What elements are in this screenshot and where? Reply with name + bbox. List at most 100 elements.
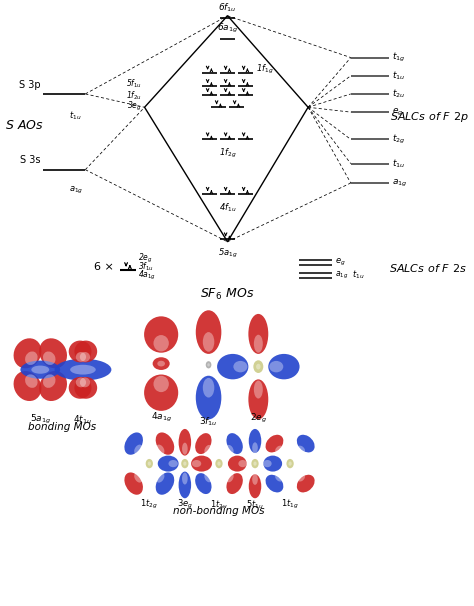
Ellipse shape <box>249 429 261 453</box>
Ellipse shape <box>215 459 223 468</box>
Ellipse shape <box>264 456 282 471</box>
Ellipse shape <box>196 376 221 419</box>
Text: $t_{1u}$: $t_{1u}$ <box>392 158 406 170</box>
Ellipse shape <box>158 456 179 471</box>
Text: 1$f_{1g}$: 1$f_{1g}$ <box>256 63 274 76</box>
Text: $e_g$: $e_g$ <box>335 257 345 268</box>
Ellipse shape <box>297 474 305 482</box>
Ellipse shape <box>256 364 261 370</box>
Ellipse shape <box>14 338 41 368</box>
Text: $1t_{2u}$: $1t_{2u}$ <box>210 498 228 511</box>
Ellipse shape <box>148 462 151 465</box>
Ellipse shape <box>74 377 97 399</box>
Ellipse shape <box>191 456 212 471</box>
Ellipse shape <box>192 460 201 467</box>
Text: $a_{1g}$: $a_{1g}$ <box>335 270 348 281</box>
Ellipse shape <box>207 363 210 367</box>
Ellipse shape <box>233 361 247 372</box>
Ellipse shape <box>76 378 86 387</box>
Ellipse shape <box>80 352 90 362</box>
Text: $SF_6$ $MOs$: $SF_6$ $MOs$ <box>201 287 255 302</box>
Text: $SALCs$ $of$ $F$ $2p$: $SALCs$ $of$ $F$ $2p$ <box>391 110 469 124</box>
Ellipse shape <box>182 442 188 454</box>
Ellipse shape <box>263 460 272 467</box>
Ellipse shape <box>80 378 90 387</box>
Ellipse shape <box>275 445 283 453</box>
Ellipse shape <box>69 377 91 399</box>
Text: $t_{1u}$: $t_{1u}$ <box>352 269 364 281</box>
Ellipse shape <box>74 341 97 362</box>
Text: $t_{2u}$: $t_{2u}$ <box>392 88 406 100</box>
Text: $SALCs$ $of$ $F$ $2s$: $SALCs$ $of$ $F$ $2s$ <box>389 262 467 275</box>
Ellipse shape <box>39 338 67 368</box>
Ellipse shape <box>195 473 211 494</box>
Ellipse shape <box>254 462 256 465</box>
Text: 1$f_{2g}$: 1$f_{2g}$ <box>219 147 236 160</box>
Ellipse shape <box>179 429 191 456</box>
Ellipse shape <box>268 354 300 379</box>
Ellipse shape <box>227 473 243 494</box>
Ellipse shape <box>25 375 37 388</box>
Text: 6$a_{1g}$: 6$a_{1g}$ <box>217 22 238 35</box>
Text: S 3p: S 3p <box>18 79 40 90</box>
Text: $1t_{1g}$: $1t_{1g}$ <box>281 498 299 511</box>
Ellipse shape <box>297 435 315 453</box>
Ellipse shape <box>204 473 212 482</box>
Text: 5$f_{1u}$: 5$f_{1u}$ <box>126 78 142 90</box>
Text: $t_{1u}$: $t_{1u}$ <box>69 109 81 122</box>
Ellipse shape <box>249 474 261 498</box>
Ellipse shape <box>76 352 86 362</box>
Ellipse shape <box>179 471 191 498</box>
Ellipse shape <box>206 361 211 368</box>
Text: 5$a_{1g}$: 5$a_{1g}$ <box>218 247 237 260</box>
Ellipse shape <box>144 375 178 411</box>
Ellipse shape <box>254 360 264 373</box>
Text: $1t_{2g}$: $1t_{2g}$ <box>140 498 158 511</box>
Ellipse shape <box>289 462 292 465</box>
Text: $a_{1g}$: $a_{1g}$ <box>392 178 408 188</box>
Text: $e_g$: $e_g$ <box>392 107 404 118</box>
Ellipse shape <box>265 435 283 453</box>
Ellipse shape <box>248 314 268 354</box>
Text: bonding MOs: bonding MOs <box>27 422 96 433</box>
Ellipse shape <box>168 460 178 467</box>
Text: $t_{1g}$: $t_{1g}$ <box>392 51 406 64</box>
Ellipse shape <box>134 473 143 482</box>
Text: 2$e_g$: 2$e_g$ <box>138 252 153 265</box>
Ellipse shape <box>144 316 178 353</box>
Ellipse shape <box>55 359 111 381</box>
Text: 4$f_{1u}$: 4$f_{1u}$ <box>219 201 236 214</box>
Ellipse shape <box>218 462 220 465</box>
Ellipse shape <box>39 371 67 401</box>
Text: 3$e_g$: 3$e_g$ <box>128 100 142 113</box>
Ellipse shape <box>227 433 243 454</box>
Ellipse shape <box>183 462 186 465</box>
Ellipse shape <box>154 335 169 351</box>
Text: $a_{1g}$: $a_{1g}$ <box>69 185 83 196</box>
Ellipse shape <box>14 371 41 401</box>
Ellipse shape <box>254 381 263 399</box>
Ellipse shape <box>155 433 174 454</box>
Ellipse shape <box>43 375 55 388</box>
Ellipse shape <box>146 459 153 468</box>
Ellipse shape <box>275 474 283 482</box>
Ellipse shape <box>297 474 315 493</box>
Ellipse shape <box>238 460 247 467</box>
Text: $3f_{1u}$: $3f_{1u}$ <box>199 416 218 428</box>
Text: 6$f_{1u}$: 6$f_{1u}$ <box>218 1 237 14</box>
Ellipse shape <box>25 351 37 365</box>
Ellipse shape <box>195 433 211 454</box>
Ellipse shape <box>228 456 246 471</box>
Ellipse shape <box>124 433 143 454</box>
Ellipse shape <box>252 442 258 453</box>
Text: 3$f_{1u}$: 3$f_{1u}$ <box>138 261 155 273</box>
Ellipse shape <box>134 445 143 454</box>
Ellipse shape <box>204 445 212 454</box>
Ellipse shape <box>182 473 188 485</box>
Ellipse shape <box>69 341 91 362</box>
Ellipse shape <box>157 361 165 367</box>
Ellipse shape <box>269 361 283 372</box>
Ellipse shape <box>20 361 60 379</box>
Ellipse shape <box>156 473 164 482</box>
Text: $3e_g$: $3e_g$ <box>177 498 193 511</box>
